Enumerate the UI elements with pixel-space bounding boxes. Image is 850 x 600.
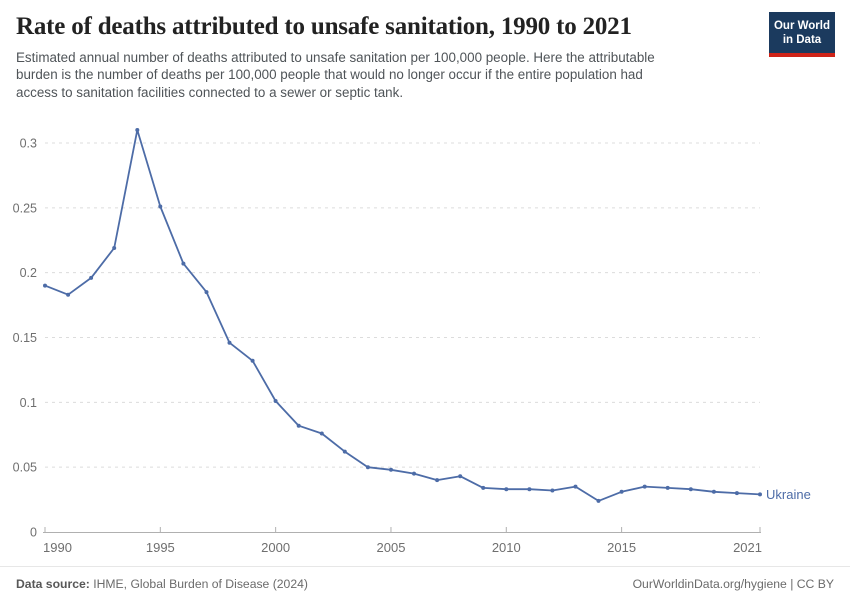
- chart-subtitle: Estimated annual number of deaths attrib…: [16, 49, 761, 101]
- data-line: [44, 129, 761, 502]
- data-point: [504, 487, 509, 492]
- data-point: [412, 471, 416, 476]
- chart-footer: Data source: IHME, Global Burden of Dise…: [0, 566, 850, 600]
- data-point: [458, 474, 463, 479]
- x-axis-label: 2010: [492, 540, 521, 555]
- data-point: [181, 261, 186, 266]
- data-point: [342, 449, 347, 454]
- data-source-value: IHME, Global Burden of Disease (2024): [89, 576, 308, 591]
- data-point: [619, 489, 624, 494]
- data-point: [204, 290, 209, 295]
- y-axis-label: 0.2: [20, 266, 37, 280]
- data-point: [711, 489, 716, 494]
- data-point: [550, 488, 555, 493]
- subtitle-line-2: burden is the number of deaths per 100,0…: [16, 67, 643, 83]
- data-point: [112, 246, 117, 250]
- x-axis-label: 2021: [733, 540, 762, 555]
- data-source-label: Data source:: [16, 576, 90, 591]
- data-point: [273, 399, 278, 403]
- data-point: [135, 128, 140, 132]
- data-point: [365, 465, 370, 470]
- data-point: [43, 283, 47, 288]
- data-point: [227, 340, 232, 345]
- data-point: [527, 487, 532, 492]
- y-axis-label: 0.25: [13, 201, 37, 215]
- x-axis-label: 1990: [43, 540, 72, 555]
- credit-link[interactable]: OurWorldinData.org/hygiene | CC BY: [632, 576, 834, 591]
- y-axis-label: 0.15: [13, 331, 37, 345]
- y-axis-label: 0.1: [20, 396, 37, 410]
- data-point: [481, 485, 486, 490]
- data-point: [688, 487, 693, 492]
- line-chart[interactable]: 0 0.05 0.1 0.15 0.2 0.25 0.3 1990 1995 2000 2005 20…: [0, 105, 850, 565]
- data-point: [665, 485, 670, 490]
- data-source: Data source: IHME, Global Burden of Dise…: [16, 577, 308, 591]
- data-point: [319, 431, 324, 436]
- data-point: [250, 358, 255, 363]
- data-point: [573, 484, 578, 489]
- data-point: [758, 492, 762, 497]
- data-point: [596, 498, 601, 503]
- subtitle-line-1: Estimated annual number of deaths attrib…: [16, 50, 655, 65]
- owid-logo-line-1: Our World: [773, 20, 830, 32]
- data-point: [734, 491, 739, 496]
- x-axis-label: 2000: [261, 540, 290, 555]
- data-point: [66, 292, 71, 297]
- page-title: Rate of deaths attributed to unsafe sani…: [16, 13, 632, 40]
- y-axis-label: 0: [30, 526, 37, 540]
- y-axis-label: 0.3: [20, 137, 37, 151]
- x-axis-label: 2005: [377, 540, 406, 555]
- data-point: [296, 423, 301, 428]
- data-point: [435, 478, 440, 483]
- owid-logo-line-2: in Data: [782, 34, 822, 47]
- owid-logo[interactable]: Our World in Data: [769, 12, 835, 57]
- data-point: [642, 484, 647, 489]
- y-axis-label: 0.05: [13, 461, 37, 475]
- x-axis-label: 1995: [146, 540, 175, 555]
- data-point: [89, 275, 94, 280]
- x-axis-label: 2015: [607, 540, 636, 555]
- series-label-ukraine[interactable]: Ukraine: [766, 487, 811, 502]
- data-point: [389, 467, 393, 472]
- data-point: [158, 204, 163, 209]
- chart-header: Rate of deaths attributed to unsafe sani…: [16, 12, 761, 101]
- subtitle-line-3: access to sanitation facilities connecte…: [16, 84, 404, 100]
